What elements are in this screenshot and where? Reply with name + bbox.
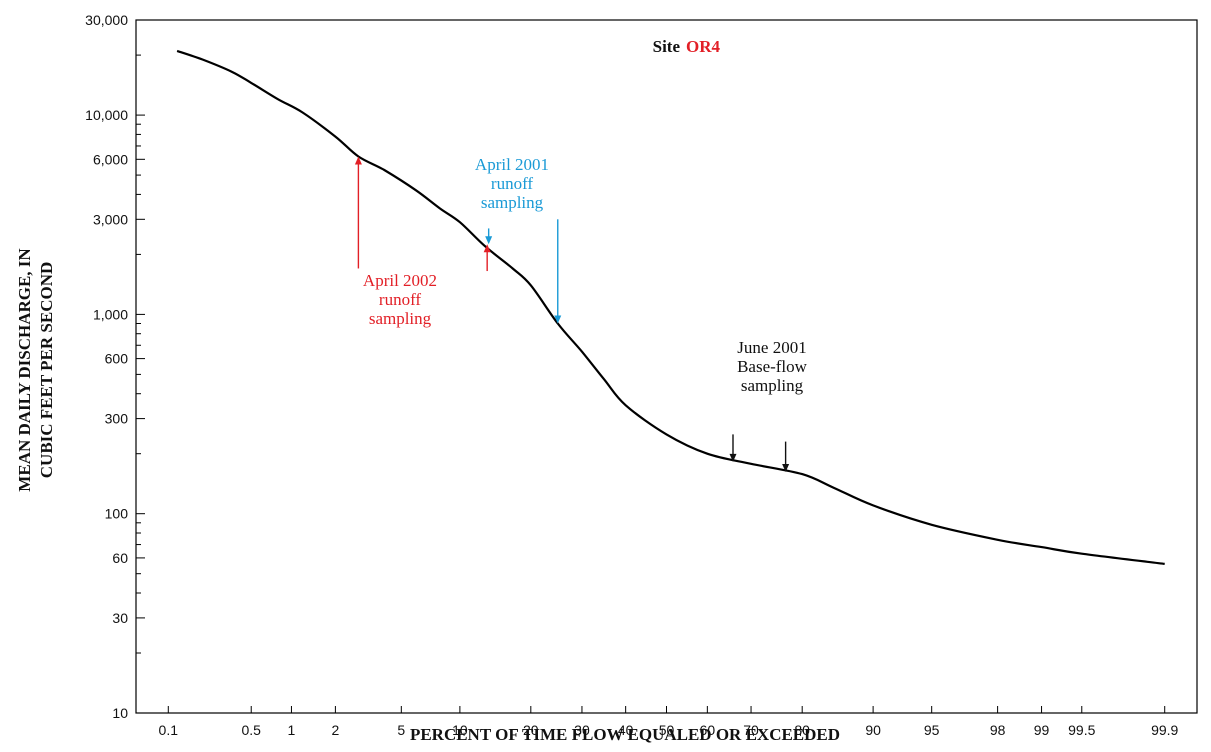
x-tick-label: 70 [743,722,759,738]
x-tick-label: 2 [331,722,339,738]
y-tick-label: 100 [105,506,129,522]
x-axis-title: PERCENT OF TIME FLOW EQUALED OR EXCEEDED [410,725,840,744]
x-tick-label: 20 [523,722,539,738]
y-tick-label: 3,000 [93,211,128,227]
x-tick-label: 60 [700,722,716,738]
annotation-1-line-1: runoff [491,174,534,193]
annotation-1-line-2: sampling [481,193,544,212]
annotation-2-line-0: June 2001 [737,338,806,357]
y-tick-label: 6,000 [93,151,128,167]
annotation-2-line-2: sampling [741,376,804,395]
annotation-0-line-2: sampling [369,309,432,328]
y-tick-label: 600 [105,351,129,367]
x-tick-label: 99.9 [1151,722,1178,738]
x-tick-label: 99 [1034,722,1050,738]
x-tick-label: 30 [574,722,590,738]
y-tick-label: 30,000 [85,12,128,28]
june-2001-arrow-2 [782,441,790,472]
april-2001-arrow-1 [485,228,493,245]
y-tick-label: 10,000 [85,107,128,123]
x-tick-label: 10 [452,722,468,738]
y-tick-label: 1,000 [93,306,128,322]
y-tick-label: 30 [112,610,128,626]
x-tick-label: 98 [990,722,1006,738]
chart-title-site: OR4 [686,37,721,56]
x-tick-label: 5 [397,722,405,738]
annotation-2-line-1: Base-flow [737,357,808,376]
x-tick-label: 95 [924,722,940,738]
flow-duration-curve-0 [176,49,1165,565]
annotation-0-line-0: April 2002 [363,271,437,290]
x-tick-label: 0.5 [241,722,261,738]
annotation-0-line-1: runoff [379,290,422,309]
x-tick-label: 1 [288,722,296,738]
x-tick-label: 99.5 [1068,722,1095,738]
chart-title: Site [653,37,681,56]
y-tick-label: 300 [105,411,129,427]
y-axis-title-line1: MEAN DAILY DISCHARGE, IN [15,248,34,492]
x-tick-label: 90 [865,722,881,738]
april-2002-arrow-2 [483,244,491,272]
x-tick-label: 50 [659,722,675,738]
april-2001-arrow-2 [554,219,562,324]
april-2002-arrow-1 [354,156,362,269]
x-tick-label: 80 [794,722,810,738]
plot-frame [135,19,1198,714]
x-tick-label: 0.1 [159,722,179,738]
june-2001-arrow-1 [729,434,737,462]
annotation-1-line-0: April 2001 [475,155,549,174]
y-tick-label: 10 [112,705,128,721]
y-axis-title-line2: CUBIC FEET PER SECOND [37,262,56,478]
y-tick-label: 60 [112,550,128,566]
x-tick-label: 40 [618,722,634,738]
